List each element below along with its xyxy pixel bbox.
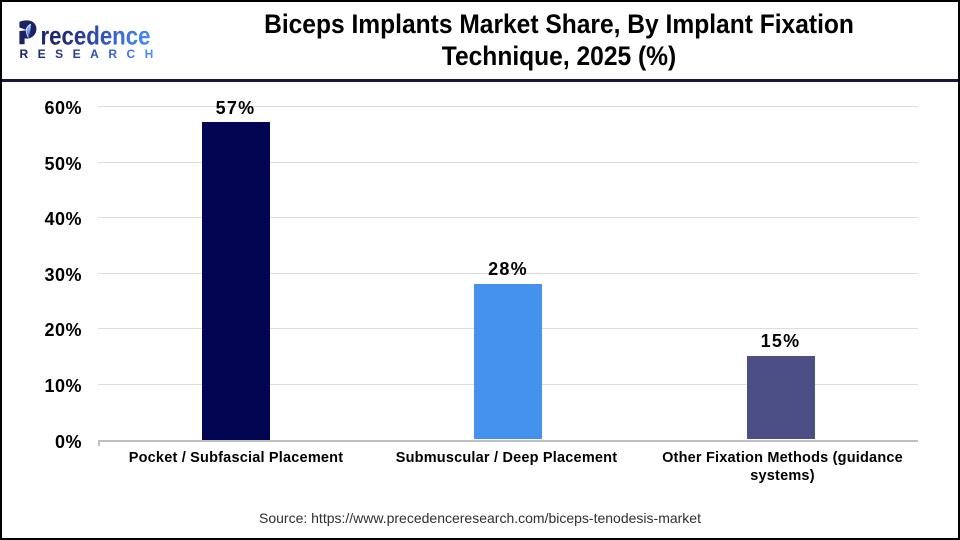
svg-text:RESEARCH: RESEARCH xyxy=(20,47,163,61)
svg-text:recedence: recedence xyxy=(41,21,151,51)
